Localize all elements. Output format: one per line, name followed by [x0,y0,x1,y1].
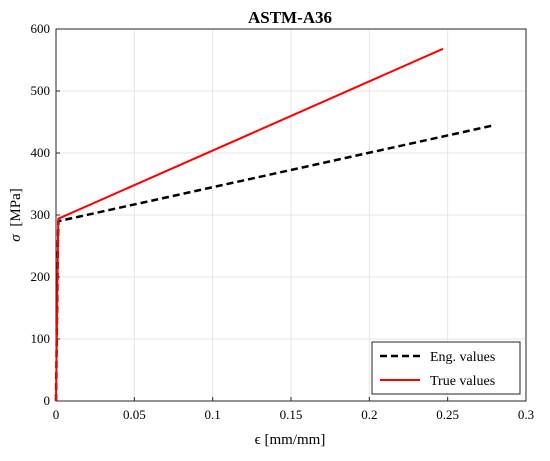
y-tick-label: 0 [44,393,51,408]
x-tick-label: 0.15 [280,407,303,422]
x-tick-label: 0.25 [436,407,459,422]
series-group [54,47,495,402]
y-axis-symbol: σ [8,234,24,242]
x-tick-label: 0.1 [205,407,221,422]
y-axis-unit: [MPa] [8,188,24,226]
x-axis-label: ϵ [mm/mm] [255,432,326,448]
x-tick-label: 0.05 [123,407,146,422]
legend-label-eng: Eng. values [430,350,495,365]
legend-box [371,341,521,395]
y-tick-label: 500 [31,83,51,98]
x-tick-label: 0 [53,407,60,422]
y-tick-label: 100 [31,331,51,346]
y-tick-label: 400 [31,145,51,160]
legend: Eng. values True values [371,341,521,395]
x-tick-label: 0.2 [361,407,377,422]
ticks: 0 0.05 0.1 0.15 0.2 0.25 0.3 0 100 200 300 400 500 60… [31,21,535,422]
series-line-true [55,47,444,402]
y-tick-label: 600 [31,21,51,36]
x-tick-label: 0.3 [518,407,534,422]
y-axis-label: σ [MPa] [8,188,24,241]
legend-label-true: True values [430,374,495,389]
y-tick-label: 300 [31,207,51,222]
chart-title: ASTM-A36 [248,8,332,27]
y-tick-label: 200 [31,269,51,284]
